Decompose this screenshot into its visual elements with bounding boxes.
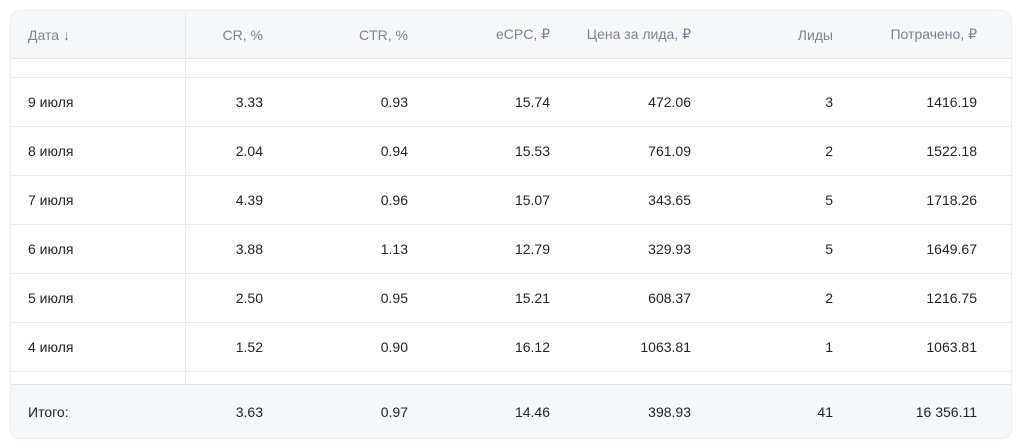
cell-ctr: 0.95: [281, 273, 426, 323]
column-header-cost-per-lead[interactable]: Цена за лида, ₽: [568, 11, 709, 59]
column-header-date-label: Дата: [28, 26, 60, 43]
summary-row: Итого: 3.63 0.97 14.46 398.93 41 16 356.…: [11, 384, 1011, 438]
cell-cr: 4.39: [185, 175, 281, 225]
header-row: Дата ↓ CR, % CTR, % eCPC, ₽ Цена за лида,…: [11, 11, 1011, 59]
cell-date: 5 июля: [11, 273, 186, 323]
cell-spent: 1216.75: [851, 273, 1011, 323]
summary-leads: 41: [709, 384, 851, 438]
table-row: 6 июля 3.88 1.13 12.79 329.93 5 1649.67: [11, 224, 1011, 274]
cell-date: 7 июля: [11, 175, 186, 225]
table-row: 9 июля 3.33 0.93 15.74 472.06 3 1416.19: [11, 77, 1011, 127]
cell-date: 9 июля: [11, 77, 186, 127]
summary-cr: 3.63: [185, 384, 281, 438]
cell-cr: 3.88: [185, 224, 281, 274]
cell-cr: 2.50: [185, 273, 281, 323]
table-row: 8 июля 2.04 0.94 15.53 761.09 2 1522.18: [11, 126, 1011, 176]
cell-date: 6 июля: [11, 224, 186, 274]
cell-cost-per-lead: 608.37: [568, 273, 709, 323]
cell-leads: 2: [709, 126, 851, 176]
table-footer: Итого: 3.63 0.97 14.46 398.93 41 16 356.…: [11, 384, 1011, 438]
cell-date: 8 июля: [11, 126, 186, 176]
cell-ecpc: 15.07: [426, 175, 568, 225]
cell-ecpc: 12.79: [426, 224, 568, 274]
sort-descending-icon: ↓: [63, 26, 71, 43]
partial-row-bottom: [11, 371, 1011, 385]
cell-ecpc: 15.74: [426, 77, 568, 127]
cell-cost-per-lead: 1063.81: [568, 322, 709, 372]
cell-leads: 2: [709, 273, 851, 323]
cell-date: 4 июля: [11, 322, 186, 372]
cell-spent: 1522.18: [851, 126, 1011, 176]
summary-spent: 16 356.11: [851, 384, 1011, 438]
cell-cost-per-lead: 343.65: [568, 175, 709, 225]
table-row: 4 июля 1.52 0.90 16.12 1063.81 1 1063.81: [11, 322, 1011, 372]
cell-cr: 1.52: [185, 322, 281, 372]
cell-cost-per-lead: 472.06: [568, 77, 709, 127]
cell-cost-per-lead: 329.93: [568, 224, 709, 274]
cell-cr: 2.04: [185, 126, 281, 176]
cell-ecpc: 15.53: [426, 126, 568, 176]
stats-table-card: Дата ↓ CR, % CTR, % eCPC, ₽ Цена за лида,…: [10, 10, 1012, 439]
cell-ecpc: 16.12: [426, 322, 568, 372]
column-header-spent[interactable]: Потрачено, ₽: [851, 11, 1011, 59]
summary-cost-per-lead: 398.93: [568, 384, 709, 438]
cell-cost-per-lead: 761.09: [568, 126, 709, 176]
daily-stats-table: Дата ↓ CR, % CTR, % eCPC, ₽ Цена за лида,…: [11, 11, 1011, 438]
cell-leads: 1: [709, 322, 851, 372]
cell-leads: 5: [709, 224, 851, 274]
cell-ctr: 0.96: [281, 175, 426, 225]
cell-ctr: 1.13: [281, 224, 426, 274]
cell-spent: 1416.19: [851, 77, 1011, 127]
cell-ctr: 0.90: [281, 322, 426, 372]
column-header-ctr[interactable]: CTR, %: [281, 11, 426, 59]
table-body: 9 июля 3.33 0.93 15.74 472.06 3 1416.19 …: [11, 58, 1011, 385]
cell-cr: 3.33: [185, 77, 281, 127]
column-header-cr[interactable]: CR, %: [185, 11, 281, 59]
summary-label: Итого:: [11, 384, 185, 438]
table-row: 7 июля 4.39 0.96 15.07 343.65 5 1718.26: [11, 175, 1011, 225]
cell-leads: 3: [709, 77, 851, 127]
cell-ctr: 0.93: [281, 77, 426, 127]
column-header-date[interactable]: Дата ↓: [11, 11, 186, 59]
column-header-ecpc[interactable]: eCPC, ₽: [426, 11, 568, 59]
table-header: Дата ↓ CR, % CTR, % eCPC, ₽ Цена за лида,…: [11, 11, 1011, 59]
cell-ctr: 0.94: [281, 126, 426, 176]
partial-row-top: [11, 58, 1011, 78]
table-row: 5 июля 2.50 0.95 15.21 608.37 2 1216.75: [11, 273, 1011, 323]
cell-ecpc: 15.21: [426, 273, 568, 323]
column-header-leads[interactable]: Лиды: [709, 11, 851, 59]
cell-spent: 1063.81: [851, 322, 1011, 372]
summary-ctr: 0.97: [281, 384, 426, 438]
cell-leads: 5: [709, 175, 851, 225]
cell-spent: 1649.67: [851, 224, 1011, 274]
summary-ecpc: 14.46: [426, 384, 568, 438]
cell-spent: 1718.26: [851, 175, 1011, 225]
